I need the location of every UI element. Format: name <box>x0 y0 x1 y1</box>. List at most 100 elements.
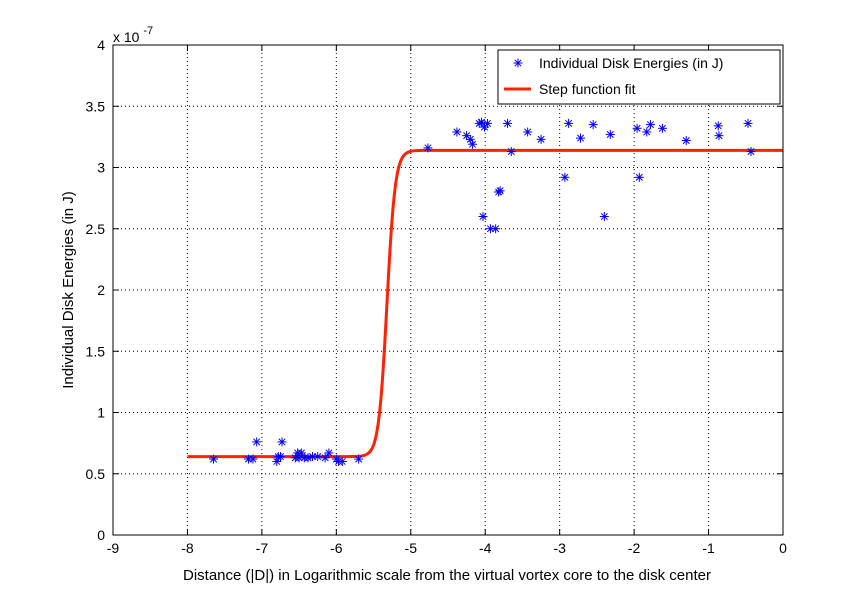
step-fit-line <box>187 148 784 459</box>
step-fit-layer <box>187 148 784 459</box>
data-point <box>506 147 516 157</box>
y-tick-label: 1 <box>97 405 105 421</box>
asterisk-stroke <box>453 128 461 136</box>
asterisk-stroke <box>304 454 312 462</box>
y-multiplier-base: x 10 <box>113 29 140 45</box>
asterisk-stroke <box>514 59 522 67</box>
data-point <box>478 212 488 221</box>
y-tick-label: 1.5 <box>86 343 106 359</box>
data-point <box>632 123 642 133</box>
asterisk-stroke <box>714 122 722 130</box>
x-tick-label: -4 <box>479 540 492 556</box>
x-tick-labels: -9 -8 -7 -6 -5 -4 -3 -2 -1 0 <box>107 540 787 556</box>
asterisk-stroke <box>492 225 500 233</box>
asterisk-stroke <box>682 136 690 145</box>
asterisk-stroke <box>635 173 643 181</box>
asterisk-stroke <box>504 119 512 127</box>
data-point <box>605 129 615 139</box>
legend: Individual Disk Energies (in J) Step fun… <box>497 49 781 105</box>
data-point <box>714 131 724 141</box>
asterisk-stroke <box>658 124 666 132</box>
data-point <box>560 172 570 182</box>
asterisk-stroke <box>321 454 329 462</box>
legend-box <box>497 49 781 105</box>
data-point <box>657 123 667 133</box>
asterisk-stroke <box>466 135 474 143</box>
y-tick-label: 3 <box>97 160 105 176</box>
grid-lines <box>113 45 783 535</box>
asterisk-stroke <box>507 148 515 156</box>
asterisk-stroke <box>747 148 755 156</box>
data-point <box>423 143 433 153</box>
y-axis-multiplier: x 10 -7 <box>113 25 153 45</box>
data-point <box>324 448 334 458</box>
legend-asterisk <box>513 58 523 68</box>
y-tick-label: 2.5 <box>86 221 106 237</box>
asterisk-stroke <box>633 124 641 132</box>
x-tick-label: -6 <box>330 540 343 556</box>
data-point <box>462 131 472 141</box>
data-point <box>576 133 586 143</box>
data-point <box>681 136 691 146</box>
legend-label-scatter: Individual Disk Energies (in J) <box>539 55 723 71</box>
data-point <box>337 457 347 466</box>
asterisk-stroke <box>479 212 487 221</box>
asterisk-stroke <box>463 132 471 140</box>
y-tick-label: 0.5 <box>86 466 106 482</box>
data-point <box>452 127 462 137</box>
asterisk-stroke <box>486 225 494 233</box>
asterisk-stroke <box>565 119 573 127</box>
data-point <box>743 118 753 128</box>
data-point <box>642 127 652 137</box>
asterisk-stroke <box>744 119 752 127</box>
data-point <box>296 448 306 458</box>
y-tick-labels: 0 0.5 1 1.5 2 2.5 3 3.5 4 <box>86 37 106 543</box>
data-point <box>482 118 492 128</box>
data-point <box>491 224 501 234</box>
scatter-points <box>209 117 756 466</box>
x-tick-label: -2 <box>628 540 641 556</box>
data-point <box>634 172 644 182</box>
data-point <box>320 453 330 463</box>
asterisk-stroke <box>646 121 655 129</box>
data-point <box>645 120 655 130</box>
asterisk-stroke <box>496 187 504 195</box>
asterisk-stroke <box>477 118 486 126</box>
plot-area <box>113 45 783 535</box>
asterisk-stroke <box>314 453 322 461</box>
x-tick-label: -7 <box>256 540 269 556</box>
x-tick-label: -5 <box>405 540 418 556</box>
asterisk-stroke <box>643 128 651 136</box>
data-point <box>248 454 258 464</box>
asterisk-stroke <box>276 453 285 461</box>
data-point <box>354 454 364 464</box>
asterisk-stroke <box>600 212 608 221</box>
data-point <box>503 118 513 128</box>
data-point <box>588 120 598 130</box>
asterisk-stroke <box>278 438 286 446</box>
asterisk-stroke <box>297 449 305 457</box>
asterisk-stroke <box>424 144 432 152</box>
legend-marker-asterisk <box>513 58 523 68</box>
y-tick-label: 2 <box>97 282 105 298</box>
asterisk-stroke <box>483 119 492 127</box>
legend-label-fit: Step function fit <box>539 81 636 97</box>
x-tick-label: -8 <box>181 540 194 556</box>
asterisk-stroke <box>253 438 261 446</box>
data-point <box>564 118 574 128</box>
x-tick-label: -9 <box>107 540 120 556</box>
data-point <box>746 147 756 157</box>
asterisk-stroke <box>249 455 257 463</box>
asterisk-stroke <box>325 449 333 457</box>
x-tick-label: -3 <box>553 540 566 556</box>
data-point <box>276 452 285 462</box>
data-point <box>252 437 262 447</box>
asterisk-stroke <box>273 457 281 466</box>
data-point <box>209 454 218 464</box>
asterisk-stroke <box>561 173 569 181</box>
y-tick-label: 3.5 <box>86 98 106 114</box>
asterisk-stroke <box>355 455 363 463</box>
asterisk-stroke <box>606 130 614 138</box>
asterisk-stroke <box>715 132 723 140</box>
